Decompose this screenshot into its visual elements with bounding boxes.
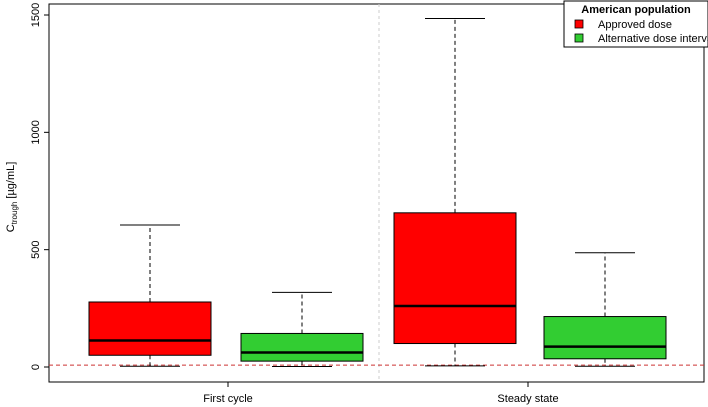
box-approved-first-cycle — [88, 224, 212, 367]
y-tick-label: 1000 — [30, 120, 42, 144]
legend-box — [563, 0, 708, 48]
x-tick-label: Steady state — [497, 393, 558, 405]
box-iqr — [240, 332, 364, 362]
box-iqr — [88, 301, 212, 356]
box-alternative-steady-state — [543, 252, 667, 367]
y-axis-label-main: C — [5, 224, 17, 232]
y-axis-label: Ctrough [µg/mL] — [5, 162, 19, 233]
x-tick-label: First cycle — [203, 393, 253, 405]
box-alternative-first-cycle — [240, 291, 364, 368]
legend-label-alternative: Alternative dose interval — [598, 33, 708, 45]
y-tick-label: 500 — [30, 240, 42, 258]
legend-swatch-approved — [574, 19, 584, 29]
y-tick-label: 0 — [30, 364, 42, 370]
plot-frame — [48, 3, 705, 383]
box-iqr — [543, 316, 667, 360]
x-axis: First cycle Steady state — [203, 382, 559, 405]
chart-marks — [49, 4, 704, 382]
y-axis-label-subscript: trough — [10, 202, 19, 225]
legend-label-approved: Approved dose — [598, 19, 672, 31]
y-tick-label: 1500 — [30, 3, 42, 27]
legend-title: American population — [581, 4, 691, 16]
y-axis-label-unit: [µg/mL] — [5, 162, 17, 202]
legend-swatch-alternative — [574, 33, 584, 43]
legend: American population Approved dose Altern… — [563, 0, 708, 48]
box-approved-steady-state — [393, 18, 517, 367]
box-iqr — [393, 212, 517, 345]
y-axis: 0 500 1000 1500 — [30, 3, 49, 370]
